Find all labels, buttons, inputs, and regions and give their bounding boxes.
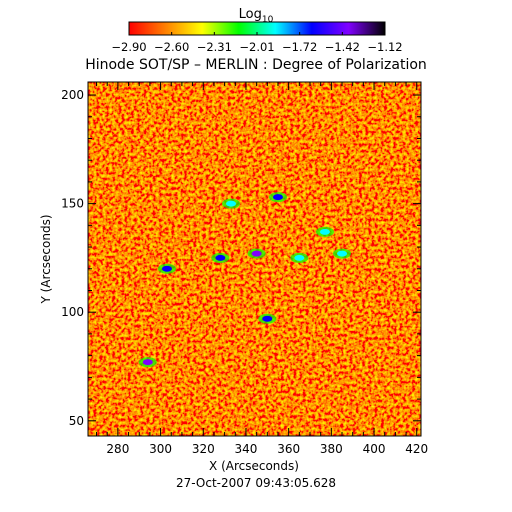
y-tick-label: 100: [61, 305, 84, 319]
colorbar-tick-label: −1.42: [325, 40, 360, 54]
colorbar: Log10 −2.90 −2.60 −2.31 −2.01 −1.72 −1.42 −1.1…: [111, 7, 402, 54]
feature-core: [226, 200, 237, 207]
y-axis: 50 100 150 200: [61, 88, 421, 428]
chart-title: Hinode SOT/SP – MERLIN : Degree of Polar…: [85, 57, 427, 73]
heatmap: [88, 82, 421, 436]
feature-core: [294, 254, 305, 261]
enhanced-features: [138, 192, 352, 368]
y-tick-label: 150: [61, 197, 84, 211]
colorbar-tick-label: −1.72: [282, 40, 317, 54]
feature-core: [262, 315, 273, 322]
x-axis-label: X (Arcseconds): [209, 459, 299, 473]
colorbar-tick-label: −2.60: [154, 40, 189, 54]
colorbar-title-subscript: 10: [262, 15, 274, 25]
y-axis-label: Y (Arcseconds): [39, 214, 53, 304]
colorbar-title-base: Log: [239, 7, 262, 22]
x-tick-label: 280: [106, 442, 129, 456]
feature-core: [142, 359, 153, 366]
colorbar-tick-label: −1.12: [367, 40, 402, 54]
feature-core: [251, 250, 262, 257]
x-tick-label: 340: [235, 442, 258, 456]
colorbar-tick-label: −2.01: [239, 40, 274, 54]
feature-core: [161, 265, 172, 272]
feature-core: [319, 228, 330, 235]
x-tick-label: 400: [363, 442, 386, 456]
colorbar-tick-label: −2.90: [111, 40, 146, 54]
colorbar-ticks: −2.90 −2.60 −2.31 −2.01 −1.72 −1.42 −1.12: [111, 32, 403, 54]
feature-core: [272, 194, 283, 201]
x-tick-label: 380: [320, 442, 343, 456]
x-axis: 280 300 320 340 360 380 400 420: [96, 82, 428, 456]
y-tick-label: 200: [61, 88, 84, 102]
colorbar-title: Log10: [239, 7, 274, 25]
feature-core: [215, 254, 226, 261]
x-tick-label: 420: [405, 442, 428, 456]
feature-core: [337, 250, 348, 257]
y-tick-label: 50: [69, 414, 84, 428]
heatmap-noise-field: [88, 82, 421, 436]
x-tick-label: 300: [149, 442, 172, 456]
x-tick-label: 360: [277, 442, 300, 456]
x-tick-label: 320: [192, 442, 215, 456]
timestamp: 27‐Oct‐2007 09:43:05.628: [176, 476, 336, 490]
colorbar-tick-label: −2.31: [197, 40, 232, 54]
plot-frame: [87, 81, 422, 437]
